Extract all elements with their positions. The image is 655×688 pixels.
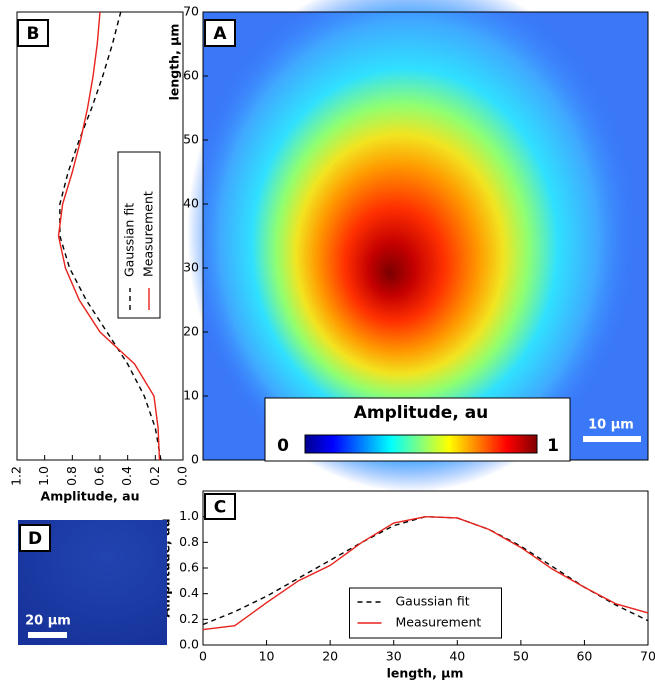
legend-label: Gaussian fit [122,203,137,277]
colorbar-tick-label: 1 [547,436,559,456]
y-tick-label: 30 [183,260,199,275]
y-tick-label: 60 [183,68,199,83]
panel-label: A [213,24,227,44]
y-tick-label: 50 [183,132,199,147]
x-tick-label: 70 [640,649,655,664]
y-tick-label: 0.2 [179,611,199,626]
x-axis-label: length, μm [387,666,464,681]
x-tick-label: 0.2 [147,466,162,486]
scalebar-label: 20 μm [25,614,71,629]
heatmap-field [187,0,637,492]
legend-box [117,151,161,319]
x-axis-label: Amplitude, au [41,489,140,504]
panel-label-box [17,19,49,47]
data-line [202,515,649,631]
x-tick-label: 20 [322,649,338,664]
y-tick-label: 1.0 [179,508,199,523]
legend-label: Measurement [396,615,482,630]
y-tick-label: 20 [183,324,199,339]
panel-label: C [214,498,226,518]
y-tick-label: 40 [183,196,199,211]
x-tick-label: 50 [513,649,529,664]
y-tick-label: 0.6 [179,560,199,575]
x-tick-label: 0.0 [175,466,190,486]
x-tick-label: 1.2 [9,466,24,486]
colorbar-tick-label: 0 [277,436,289,456]
colorbar-label: Amplitude, au [354,403,489,423]
x-tick-label: 40 [449,649,465,664]
x-tick-label: 0.8 [64,466,79,486]
y-tick-label: 0 [191,452,199,467]
panel-label-box [204,493,236,520]
scalebar [28,632,67,638]
y-tick-label: 0.0 [179,637,199,652]
x-tick-label: 1.0 [36,466,51,486]
panel-label: D [28,529,42,549]
panel-label-box [204,19,236,47]
legend-label: Gaussian fit [396,594,470,609]
profile-line [57,11,161,461]
y-tick-label: 10 [183,388,199,403]
panel-label: B [27,24,40,44]
y-tick-label: 0.8 [179,534,199,549]
legend-box [349,587,502,639]
legend-label: Measurement [141,191,156,277]
y-tick-label: 70 [183,4,199,19]
y-tick-label: 0.4 [179,585,199,600]
x-tick-label: 0.4 [119,466,134,486]
y-axis-label: length, μm [167,24,182,101]
x-tick-label: 10 [259,649,275,664]
scalebar-label: 10 μm [588,418,634,433]
x-tick-label: 30 [386,649,402,664]
colorbar [304,434,538,454]
scalebar [583,436,641,442]
x-tick-label: 60 [576,649,592,664]
data-line [202,515,649,626]
panel-label-box [19,524,51,552]
x-tick-label: 0 [199,649,207,664]
x-tick-label: 0.6 [92,466,107,486]
legend: Gaussian fit Measurement [117,151,161,319]
